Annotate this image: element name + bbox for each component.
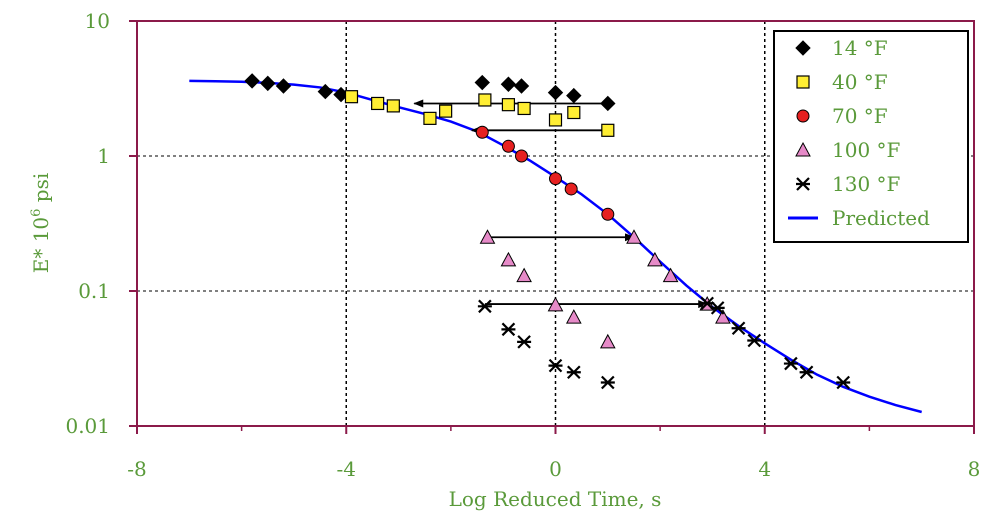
legend: 14 °F 40 °F 70 °F 100 °F 130 °F Predicted (773, 30, 969, 243)
data-point (567, 105, 581, 120)
x-axis-title: Log Reduced Time, s (449, 487, 662, 511)
legend-label: 70 °F (832, 104, 888, 128)
data-point (564, 182, 578, 196)
legend-label: Predicted (832, 206, 930, 230)
data-point (423, 111, 437, 125)
legend-label: 100 °F (832, 138, 901, 162)
data-point (478, 93, 492, 107)
legend-marker (795, 141, 811, 157)
data-point (275, 78, 292, 94)
data-point (662, 267, 679, 283)
x-tick-label: 4 (758, 457, 771, 481)
legend-label: 14 °F (832, 36, 888, 60)
data-point (517, 101, 531, 116)
axis-ticks: -8 -4 0 4 8 0.01 0.1 1 10 (65, 9, 980, 481)
legend-label: 40 °F (832, 70, 888, 94)
data-point (344, 90, 359, 104)
data-point (731, 321, 746, 336)
data-point (715, 309, 731, 324)
data-point (783, 356, 798, 371)
data-point (500, 76, 517, 92)
data-point (317, 83, 334, 100)
legend-label: 130 °F (832, 172, 901, 196)
data-point (501, 98, 516, 112)
data-point (500, 251, 517, 267)
data-point (647, 251, 663, 267)
legend-marker (796, 109, 810, 123)
data-point (601, 207, 615, 221)
data-point (836, 375, 851, 390)
data-point (244, 73, 260, 89)
data-point (600, 95, 616, 112)
data-point (517, 335, 532, 349)
shift-arrows (413, 99, 709, 309)
data-point (516, 267, 532, 283)
data-point (371, 96, 385, 111)
data-point (513, 78, 530, 94)
data-point (547, 84, 564, 101)
data-point (710, 301, 725, 315)
data-point (479, 229, 496, 244)
data-point (566, 87, 582, 104)
y-tick-label: 1 (97, 144, 110, 168)
data-point (626, 229, 642, 244)
x-tick-label: -4 (337, 457, 356, 481)
data-point (547, 296, 564, 312)
data-point (386, 99, 400, 113)
data-point (501, 139, 515, 153)
data-point (439, 104, 453, 118)
data-point (260, 75, 276, 92)
y-tick-label: 0.1 (78, 279, 110, 303)
data-point (799, 365, 814, 380)
data-point (474, 74, 490, 91)
data-point (566, 365, 581, 380)
x-tick-label: -8 (127, 457, 146, 481)
data-point (549, 172, 562, 186)
y-tick-label: 0.01 (65, 414, 110, 438)
data-point (601, 123, 615, 137)
data-point (600, 375, 615, 390)
y-axis-title: E* 106 psi (29, 173, 53, 274)
data-point (501, 322, 516, 337)
data-point (548, 358, 563, 373)
x-tick-label: 0 (549, 457, 562, 481)
data-point (477, 299, 492, 314)
data-point (548, 113, 563, 127)
y-tick-label: 10 (85, 9, 110, 33)
data-point (514, 149, 528, 163)
data-point (599, 333, 616, 349)
x-tick-label: 8 (968, 457, 981, 481)
data-points (244, 73, 851, 390)
data-point (565, 309, 582, 324)
data-point (747, 333, 762, 348)
legend-marker (796, 177, 810, 191)
legend-marker (796, 75, 810, 89)
legend-marker (795, 40, 811, 56)
legend-box (773, 30, 969, 243)
data-point (475, 125, 489, 139)
